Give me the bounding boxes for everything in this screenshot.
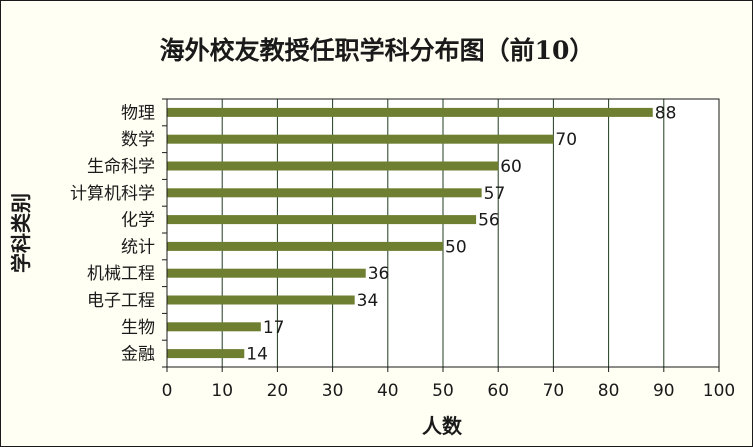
bar [167,268,366,278]
plot-border [166,98,720,368]
bar [167,241,443,251]
data-label: 36 [368,264,390,284]
y-axis-title: 学科类别 [9,193,33,273]
data-label: 57 [484,184,506,204]
bar [167,107,653,117]
x-tick-label: 70 [543,381,565,401]
x-tick-label: 100 [703,381,735,401]
data-label: 70 [555,130,577,150]
bar [167,188,482,198]
category-label: 化学 [121,211,155,231]
data-label: 50 [445,237,467,257]
bar [167,161,499,171]
data-label: 34 [357,291,379,311]
bar [167,134,554,144]
data-label: 17 [263,318,285,338]
x-tick-label: 20 [267,381,289,401]
bar [167,322,261,332]
data-label: 56 [478,211,500,231]
category-label: 电子工程 [87,291,155,311]
bar [167,349,245,359]
x-tick-label: 10 [211,381,233,401]
x-tick-label: 90 [653,381,675,401]
category-label: 生命科学 [87,157,155,177]
category-label: 统计 [121,237,155,257]
category-label: 生物 [121,318,155,338]
plot-area: 0 10 20 30 40 50 60 70 80 90 100 物理 88 数学 70 生命科学 60 计算机科… [70,98,735,401]
category-label: 金融 [121,345,155,365]
x-tick-label: 30 [322,381,344,401]
x-tick-label: 0 [162,381,173,401]
category-label: 计算机科学 [70,184,155,204]
x-axis-title: 人数 [422,414,463,438]
category-label: 机械工程 [87,264,155,284]
data-label: 60 [500,157,522,177]
x-tick-label: 60 [487,381,509,401]
data-label: 88 [655,103,677,123]
x-tick-label: 80 [598,381,620,401]
bar [167,295,355,305]
x-tick-label: 40 [377,381,399,401]
data-label: 14 [246,345,268,365]
category-label: 物理 [121,103,155,123]
bar [167,215,477,225]
x-tick-label: 50 [432,381,454,401]
category-label: 数学 [121,130,155,150]
chart-title: 海外校友教授任职学科分布图（前10） [160,36,595,65]
